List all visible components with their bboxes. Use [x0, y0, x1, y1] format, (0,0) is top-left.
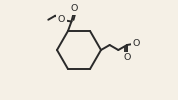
Text: O: O [123, 53, 131, 62]
Text: O: O [133, 39, 140, 48]
Text: O: O [70, 4, 78, 13]
Text: O: O [58, 15, 65, 24]
